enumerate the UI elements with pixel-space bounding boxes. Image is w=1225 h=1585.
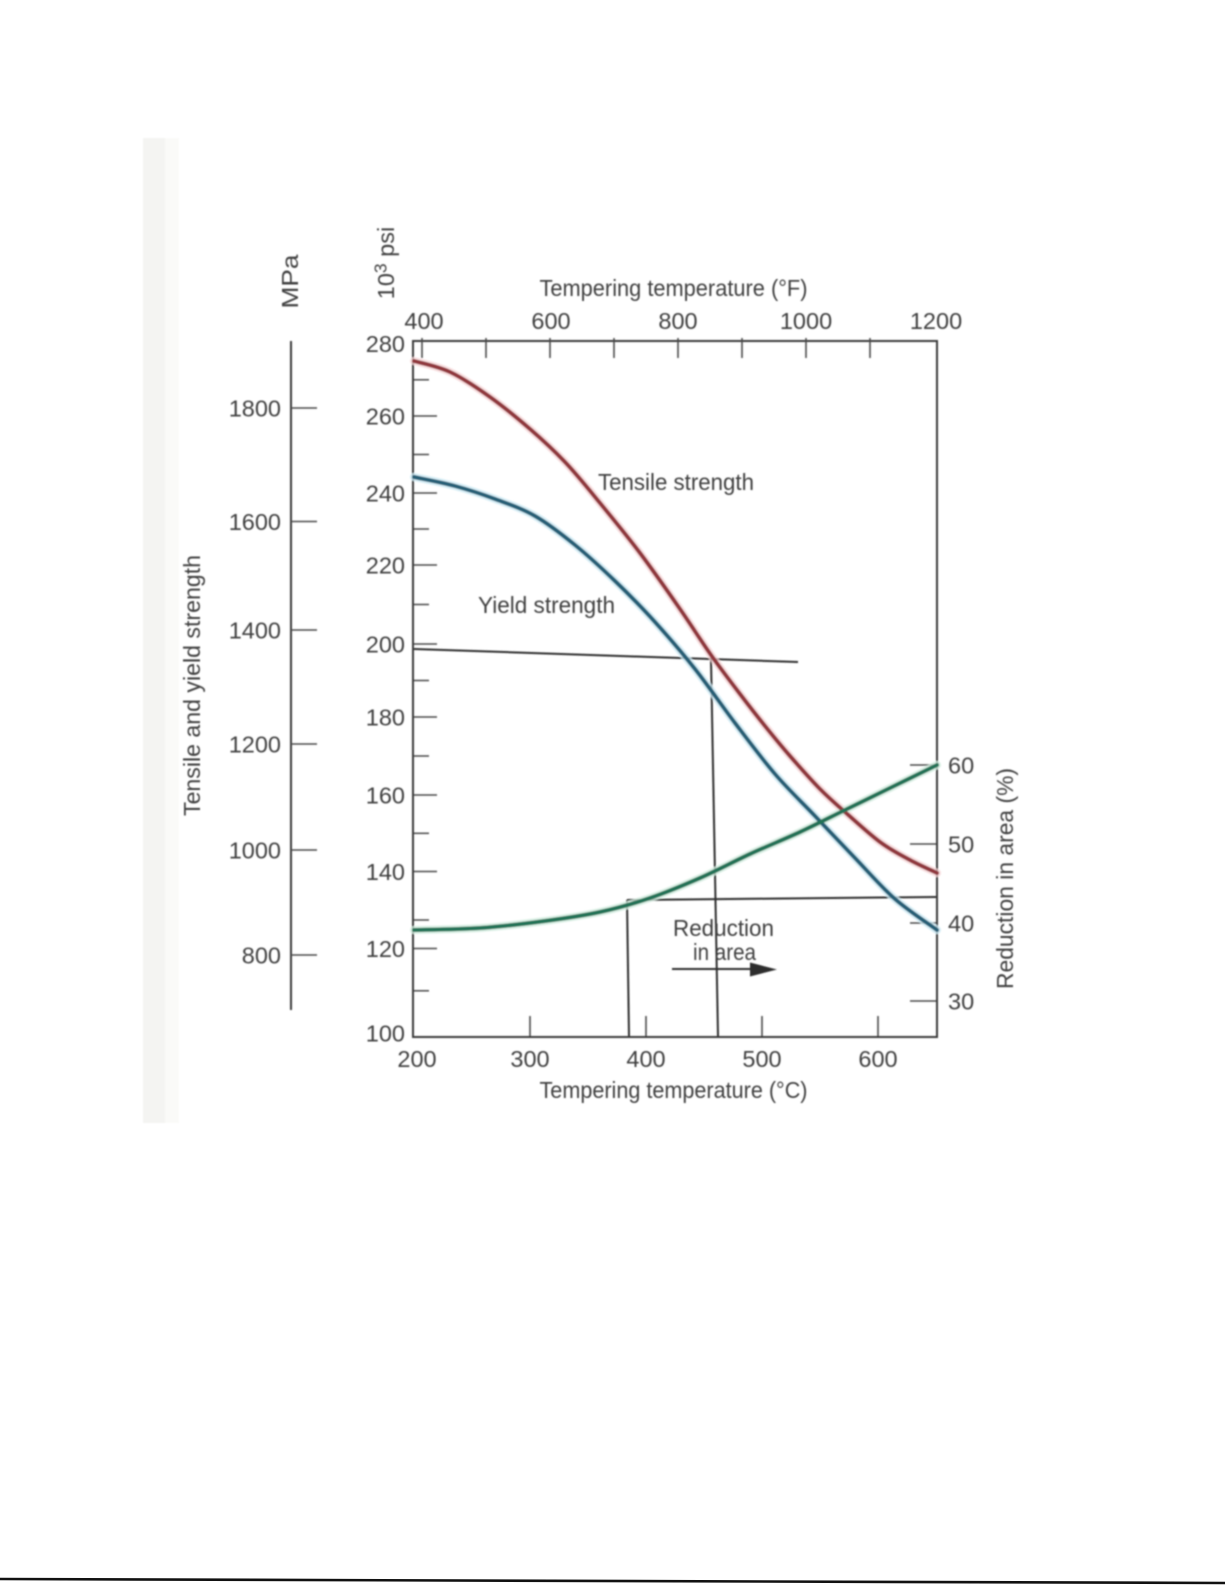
svg-text:30: 30: [948, 989, 974, 1015]
svg-text:260: 260: [366, 404, 405, 430]
svg-text:600: 600: [531, 308, 570, 334]
svg-text:MPa: MPa: [277, 253, 303, 308]
svg-text:Tempering temperature (°C): Tempering temperature (°C): [540, 1077, 808, 1103]
svg-text:100: 100: [366, 1021, 405, 1047]
svg-text:103 psi: 103 psi: [371, 227, 400, 299]
svg-text:40: 40: [948, 911, 974, 937]
svg-text:1400: 1400: [229, 618, 281, 644]
svg-text:300: 300: [510, 1046, 549, 1072]
svg-text:180: 180: [366, 705, 405, 731]
svg-text:140: 140: [366, 859, 405, 885]
svg-text:120: 120: [366, 936, 405, 962]
svg-text:1800: 1800: [229, 396, 281, 422]
svg-text:Tensile and yield strength: Tensile and yield strength: [179, 555, 205, 816]
svg-text:500: 500: [742, 1046, 781, 1072]
svg-text:240: 240: [366, 481, 405, 507]
svg-text:1200: 1200: [229, 732, 281, 758]
svg-text:800: 800: [658, 308, 697, 334]
svg-text:1000: 1000: [780, 308, 832, 334]
svg-text:220: 220: [366, 553, 405, 579]
svg-text:Reduction: Reduction: [673, 915, 774, 941]
svg-text:1200: 1200: [910, 308, 962, 334]
svg-text:280: 280: [366, 331, 405, 357]
svg-text:Tensile strength: Tensile strength: [598, 469, 754, 495]
svg-text:160: 160: [366, 783, 405, 809]
svg-text:800: 800: [242, 943, 281, 969]
svg-text:Reduction in area (%): Reduction in area (%): [992, 768, 1018, 989]
svg-text:in area: in area: [693, 939, 757, 965]
svg-text:200: 200: [366, 632, 405, 658]
svg-text:Tempering temperature (°F): Tempering temperature (°F): [540, 275, 808, 301]
svg-text:Yield strength: Yield strength: [478, 592, 615, 618]
svg-text:60: 60: [948, 753, 974, 779]
svg-text:50: 50: [948, 832, 974, 858]
svg-text:600: 600: [858, 1046, 897, 1072]
svg-text:400: 400: [404, 308, 443, 334]
svg-text:400: 400: [626, 1046, 665, 1072]
svg-text:1000: 1000: [229, 838, 281, 864]
svg-text:200: 200: [397, 1046, 436, 1072]
svg-text:1600: 1600: [229, 509, 281, 535]
